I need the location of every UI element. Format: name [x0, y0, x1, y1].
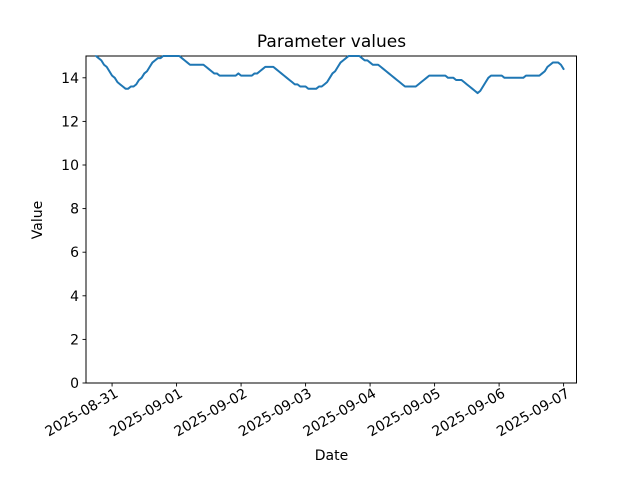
y-tick-label: 4 — [70, 289, 79, 305]
y-tick-label: 2 — [70, 332, 79, 348]
y-tick-label: 14 — [61, 71, 79, 87]
y-tick-label: 6 — [70, 245, 79, 261]
x-tick-label: 2025-09-07 — [494, 386, 572, 441]
x-axis-label: Date — [314, 448, 349, 464]
y-tick-label: 10 — [61, 158, 79, 174]
data-line — [94, 55, 565, 95]
y-tick-label: 0 — [70, 376, 79, 392]
y-tick-label: 8 — [70, 202, 79, 218]
chart-title: Parameter values — [256, 32, 407, 52]
y-axis-label: Value — [30, 200, 46, 240]
plot-border — [85, 55, 577, 384]
y-tick-label: 12 — [61, 114, 79, 130]
